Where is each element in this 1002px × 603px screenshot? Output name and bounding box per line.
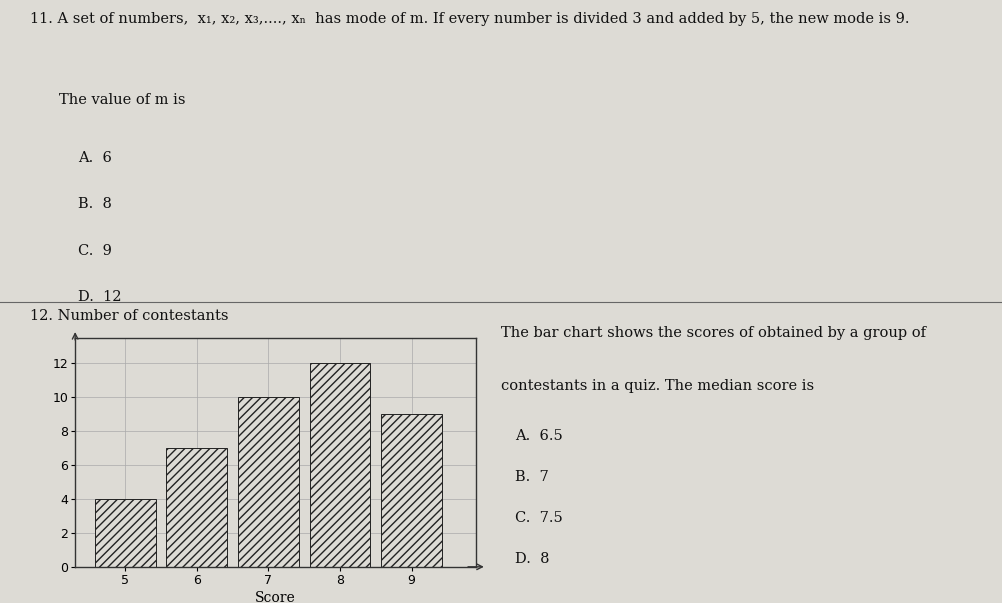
X-axis label: Score: Score — [256, 591, 296, 603]
Text: A.  6.5: A. 6.5 — [515, 429, 563, 443]
Bar — [381, 414, 442, 567]
Text: B.  7: B. 7 — [515, 470, 549, 484]
Text: The bar chart shows the scores of obtained by a group of: The bar chart shows the scores of obtain… — [501, 326, 926, 339]
Text: 11. A set of numbers,  x₁, x₂, x₃,...., xₙ  has mode of m. If every number is di: 11. A set of numbers, x₁, x₂, x₃,...., x… — [30, 12, 910, 26]
Bar — [237, 397, 299, 567]
Text: C.  9: C. 9 — [78, 244, 111, 257]
Text: D.  12: D. 12 — [78, 290, 121, 304]
Text: C.  7.5: C. 7.5 — [515, 511, 563, 525]
Text: The value of m is: The value of m is — [58, 93, 185, 107]
Bar — [310, 363, 371, 567]
Bar — [166, 448, 227, 567]
Bar — [95, 499, 155, 567]
Text: B.  8: B. 8 — [78, 197, 111, 211]
Text: D.  8: D. 8 — [515, 552, 550, 566]
Text: contestants in a quiz. The median score is: contestants in a quiz. The median score … — [501, 379, 814, 393]
Text: A.  6: A. 6 — [78, 151, 111, 165]
Text: 12. Number of contestants: 12. Number of contestants — [30, 309, 228, 323]
